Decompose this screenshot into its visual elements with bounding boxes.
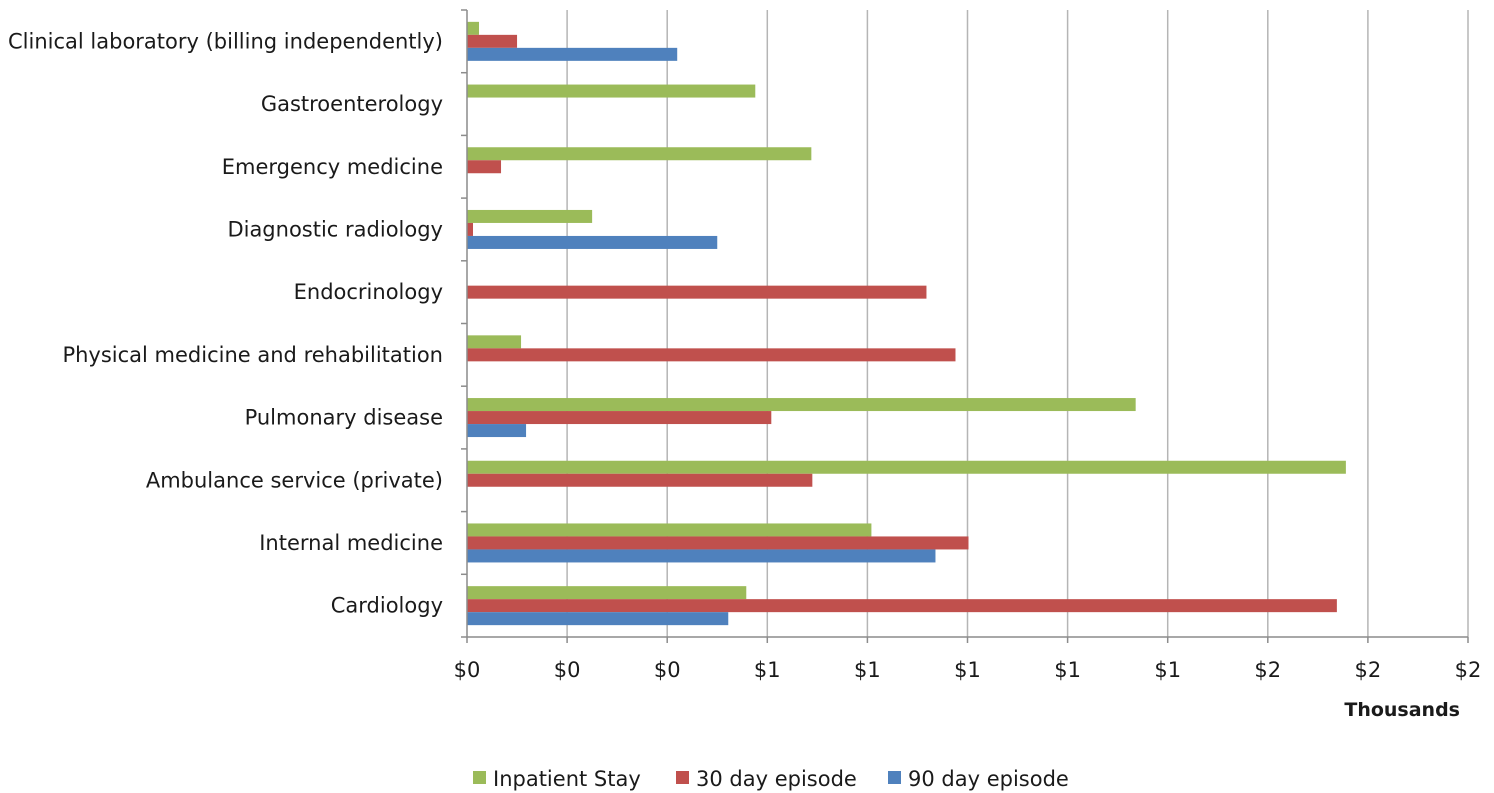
category-label: Ambulance service (private) xyxy=(146,468,443,492)
bar xyxy=(467,473,813,487)
gridlines xyxy=(566,10,1469,637)
category-label: Emergency medicine xyxy=(222,155,443,179)
bar xyxy=(467,612,729,626)
category-label: Internal medicine xyxy=(259,531,443,555)
bar xyxy=(467,599,1337,613)
legend-label: Inpatient Stay xyxy=(493,767,641,791)
bars xyxy=(467,21,1346,626)
legend-swatch xyxy=(676,771,689,784)
legend: Inpatient Stay 30 day episode 90 day episo… xyxy=(473,767,1069,791)
bar xyxy=(467,285,927,299)
bar xyxy=(467,84,756,98)
x-tick-label: $1 xyxy=(1154,658,1181,682)
bar xyxy=(467,424,527,438)
legend-swatch xyxy=(473,771,486,784)
bar xyxy=(467,549,936,563)
bar xyxy=(467,348,956,362)
bar xyxy=(467,222,474,236)
x-tick-label: $2 xyxy=(1254,658,1281,682)
bar xyxy=(467,47,678,61)
category-label: Gastroenterology xyxy=(261,92,443,116)
x-tick-label: $1 xyxy=(954,658,981,682)
x-tick-labels: $0 $0 $0 $1 $1 $1 $1 $1 $2 $2 $2 xyxy=(454,658,1482,682)
category-label: Pulmonary disease xyxy=(245,406,443,430)
bar xyxy=(467,460,1346,474)
bar xyxy=(467,411,772,425)
legend-label: 30 day episode xyxy=(696,767,857,791)
category-label: Cardiology xyxy=(331,594,443,618)
x-tick-label: $1 xyxy=(754,658,781,682)
category-label: Physical medicine and rehabilitation xyxy=(62,343,443,367)
bar xyxy=(467,536,969,550)
legend-swatch xyxy=(888,771,901,784)
x-unit-label: Thousands xyxy=(1344,699,1460,721)
bar xyxy=(467,235,718,249)
x-tick-label: $1 xyxy=(854,658,881,682)
bar xyxy=(467,147,812,161)
x-tick-label: $2 xyxy=(1355,658,1382,682)
category-label: Diagnostic radiology xyxy=(227,217,443,241)
x-tick-label: $2 xyxy=(1455,658,1482,682)
x-tick-label: $0 xyxy=(454,658,481,682)
category-labels: Clinical laboratory (billing independent… xyxy=(8,29,443,617)
x-tick-label: $1 xyxy=(1054,658,1081,682)
bar xyxy=(467,34,518,48)
bar xyxy=(467,586,747,600)
bar xyxy=(467,398,1136,412)
x-tick-label: $0 xyxy=(554,658,581,682)
category-label: Clinical laboratory (billing independent… xyxy=(8,29,443,53)
bar xyxy=(467,209,593,223)
bar xyxy=(467,160,502,174)
x-tick-label: $0 xyxy=(654,658,681,682)
category-label: Endocrinology xyxy=(294,280,443,304)
bar xyxy=(467,523,872,537)
legend-label: 90 day episode xyxy=(908,767,1069,791)
bar xyxy=(467,335,522,349)
axes xyxy=(461,9,1469,643)
bar xyxy=(467,21,480,35)
